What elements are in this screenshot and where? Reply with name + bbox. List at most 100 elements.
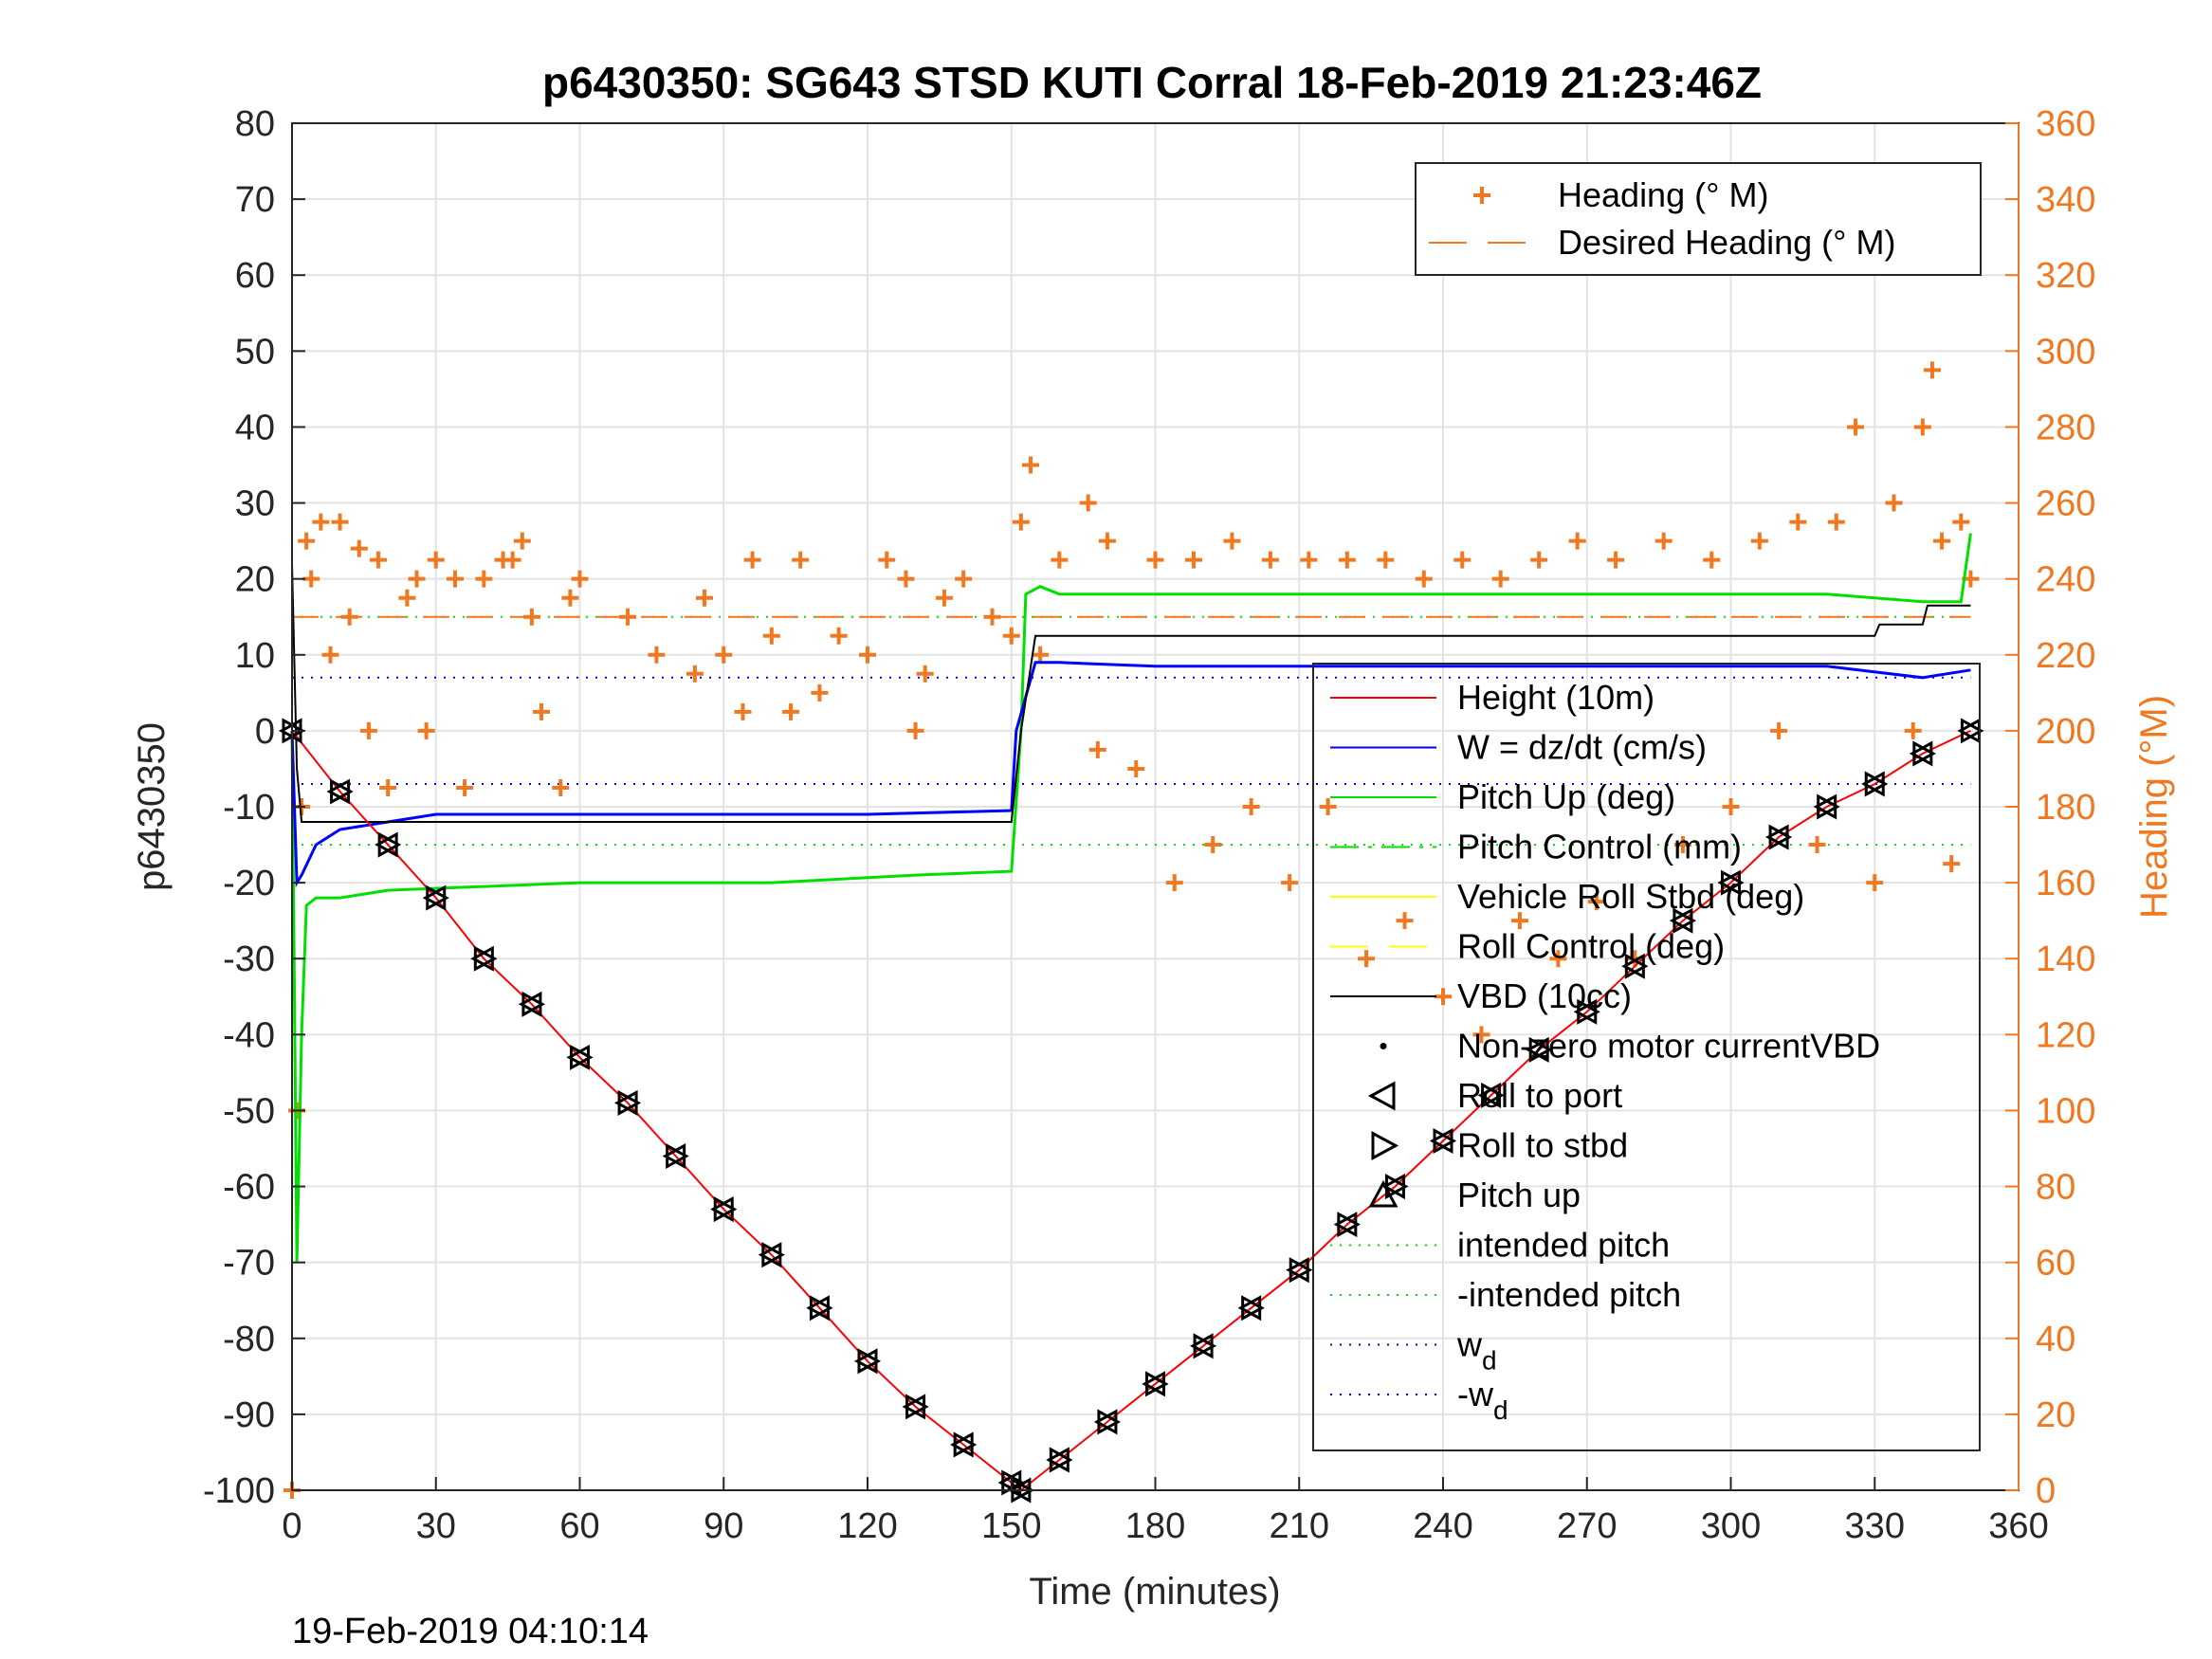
roll-marker	[473, 945, 498, 972]
legend-marker	[1380, 1043, 1387, 1049]
legend-label: Heading (° M)	[1558, 175, 1768, 214]
y-tick-label-left: 10	[235, 636, 275, 676]
y-tick-label-left: 80	[235, 104, 275, 144]
y-tick-label-left: 40	[235, 408, 275, 447]
heading-point	[1923, 361, 1941, 379]
heading-point	[1885, 494, 1903, 512]
heading-point	[522, 608, 540, 626]
y-tick-label-left: -40	[223, 1015, 275, 1055]
legend-heading-box	[1415, 162, 1982, 276]
heading-point	[1866, 874, 1884, 892]
heading-point	[619, 608, 637, 626]
heading-point	[743, 551, 761, 569]
y-tick-label-right: 80	[2036, 1168, 2075, 1208]
heading-point	[379, 778, 397, 796]
y-tick-label-left: -10	[223, 788, 275, 828]
heading-point	[561, 589, 579, 607]
heading-point	[1223, 532, 1241, 550]
x-tick-label: 360	[1988, 1506, 2048, 1546]
y-tick-label-right: 320	[2036, 256, 2095, 296]
x-tick-label: 180	[1125, 1506, 1185, 1546]
legend-marker	[1368, 1179, 1398, 1208]
heading-point	[1012, 513, 1030, 531]
heading-point	[1952, 513, 1970, 531]
y-tick-label-right: 20	[2036, 1395, 2075, 1435]
roll-marker	[857, 1348, 882, 1375]
heading-point	[1146, 551, 1164, 569]
roll-marker	[761, 1242, 785, 1268]
heading-point	[1415, 570, 1433, 588]
roll-marker	[1145, 1371, 1169, 1397]
heading-point	[1904, 721, 1922, 739]
plot-series	[278, 361, 1984, 1504]
y-tick-label-left: 50	[235, 332, 275, 372]
heading-point	[955, 570, 973, 588]
x-tick-label: 90	[704, 1506, 743, 1546]
x-tick-label: 240	[1413, 1506, 1472, 1546]
legend-label: Roll to port	[1457, 1076, 1622, 1115]
y-tick-label-left: -60	[223, 1168, 275, 1208]
heading-point	[935, 589, 953, 607]
heading-point	[1002, 627, 1020, 645]
heading-point	[1750, 532, 1768, 550]
y-tick-label-right: 260	[2036, 484, 2095, 524]
heading-point	[312, 513, 330, 531]
roll-marker	[1193, 1333, 1217, 1359]
roll-marker	[521, 991, 546, 1017]
legend-main-box	[1312, 663, 1981, 1451]
heading-point	[1098, 532, 1116, 550]
y-tick-label-left: -100	[203, 1471, 275, 1511]
y-tick-label-left: -80	[223, 1320, 275, 1359]
heading-point	[811, 684, 829, 702]
x-axis-label: Time (minutes)	[1029, 1571, 1280, 1613]
roll-marker	[666, 1142, 689, 1170]
heading-point	[1510, 912, 1528, 930]
heading-point	[456, 778, 474, 796]
heading-point	[859, 646, 876, 664]
heading-point	[1032, 646, 1050, 664]
legend-heading: Heading (° M) Desired Heading (° M)	[1415, 162, 1982, 276]
heading-point	[350, 539, 368, 557]
roll-marker	[905, 1394, 929, 1420]
roll-marker	[1864, 771, 1889, 797]
legend-label: Pitch up	[1457, 1176, 1581, 1214]
y-tick-label-right: 340	[2036, 180, 2095, 220]
heading-point	[782, 702, 800, 720]
heading-point	[1808, 836, 1826, 854]
legend-label: Vehicle Roll Stbd (deg)	[1457, 877, 1804, 916]
roll-marker	[1960, 718, 1984, 744]
heading-point	[1549, 950, 1567, 968]
heading-point	[321, 646, 339, 664]
axis-ticks: 0 30 60 90 120 150 180 210 240 270 300 330 360807060…	[203, 104, 2095, 1546]
y-axis-label-right: Heading (°M)	[2133, 695, 2175, 919]
heading-point	[648, 646, 666, 664]
heading-point	[1127, 759, 1145, 777]
roll-marker	[1049, 1447, 1073, 1473]
x-tick-label: 120	[837, 1506, 897, 1546]
roll-marker	[953, 1431, 978, 1458]
heading-point	[1088, 740, 1106, 758]
roll-marker	[426, 884, 449, 911]
roll-marker	[1624, 953, 1649, 979]
heading-point	[715, 646, 733, 664]
x-tick-label: 330	[1845, 1506, 1905, 1546]
heading-point	[686, 665, 704, 683]
heading-point	[916, 665, 934, 683]
grid	[291, 122, 2020, 1491]
y-tick-label-right: 200	[2036, 712, 2095, 752]
heading-point	[417, 721, 435, 739]
roll-marker	[1577, 998, 1600, 1025]
heading-point	[1789, 513, 1807, 531]
heading-point	[1654, 532, 1673, 550]
heading-point	[1358, 950, 1376, 968]
series-pitch-up-deg-	[290, 533, 1972, 1263]
y-tick-label-left: -30	[223, 939, 275, 979]
roll-marker	[617, 1089, 642, 1116]
x-tick-label: 270	[1557, 1506, 1617, 1546]
y-tick-label-left: 30	[235, 484, 275, 524]
heading-point	[298, 532, 316, 550]
roll-marker	[377, 831, 402, 858]
x-tick-label: 150	[981, 1506, 1041, 1546]
heading-point	[1933, 532, 1951, 550]
roll-marker	[1721, 869, 1745, 896]
